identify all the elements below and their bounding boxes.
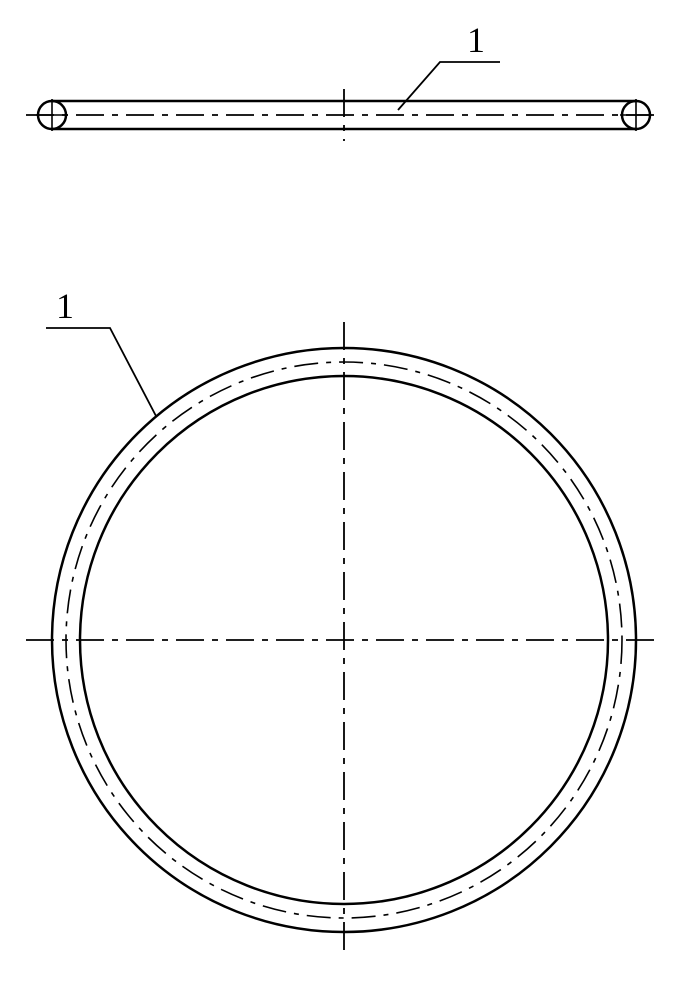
engineering-drawing: 1 1 bbox=[0, 0, 689, 1000]
side-label-leader bbox=[398, 62, 500, 110]
side-view: 1 bbox=[26, 20, 662, 141]
top-view: 1 bbox=[26, 286, 662, 958]
top-label-leader bbox=[46, 328, 156, 416]
side-label-text: 1 bbox=[467, 20, 485, 60]
top-label-text: 1 bbox=[56, 286, 74, 326]
